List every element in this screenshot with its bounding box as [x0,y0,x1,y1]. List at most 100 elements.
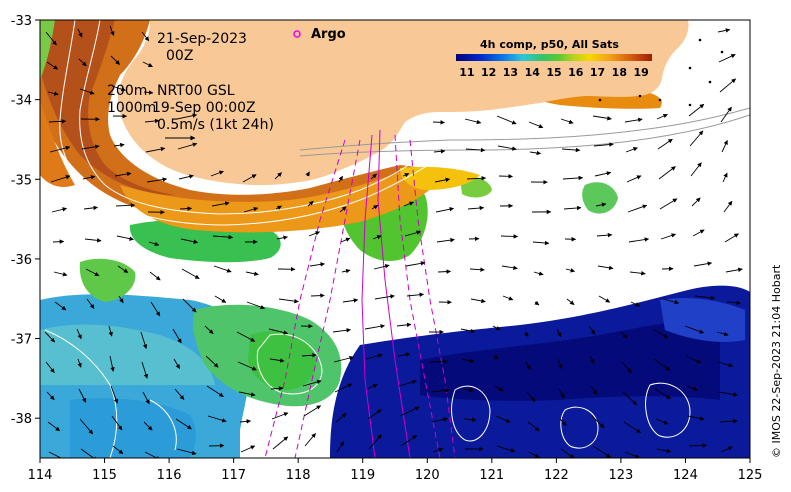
float-track-6 [409,139,456,458]
current-vector [694,295,716,301]
current-vector [182,298,197,313]
current-vector [305,171,310,177]
current-vector [240,445,256,453]
current-vector [141,361,149,379]
legend-tick-label: 16 [568,66,584,79]
current-vector [718,391,739,397]
current-vector [406,292,425,297]
current-vector [432,447,444,453]
current-vector [214,295,227,303]
lon-tick-label: 114 [28,468,53,483]
current-vector [527,421,540,432]
current-vector [717,361,734,368]
current-vector [716,331,729,337]
current-vector [429,359,449,364]
contour-eddy-2 [451,385,491,442]
current-vector [303,405,322,417]
contour-eddy-1 [256,333,323,395]
current-vector [342,298,359,303]
current-vector [144,118,160,124]
current-vector [368,434,382,450]
current-vector [276,235,288,240]
current-vector [212,234,234,240]
current-vector [562,175,584,181]
current-vector [78,58,87,67]
contour-sw [149,399,177,451]
current-vector [176,448,197,456]
depth-200-label: 200m [107,83,147,99]
current-vector [302,379,322,387]
current-vector [652,328,669,339]
current-vector [339,206,347,213]
current-vector [118,295,124,304]
current-vector [655,418,669,425]
current-vector [109,25,115,37]
current-vector [400,434,418,447]
current-vector [144,451,161,458]
current-vector [86,298,95,309]
current-vector [372,235,382,240]
current-vector [205,355,219,368]
current-vector [172,328,182,344]
current-vector [723,200,733,213]
current-vector [492,325,501,331]
current-vector [685,355,702,364]
current-vector [525,361,531,370]
current-vector [399,406,420,417]
current-vector [109,355,115,372]
current-vector [113,142,125,148]
lon-axis: 114 115 116 117 118 119 120 121 122 123 124 125 [28,458,762,483]
current-vector [656,113,668,120]
current-vector [79,418,94,435]
current-vector [628,237,650,243]
current-vector [565,268,576,273]
current-vector [46,391,55,401]
lon-tick-label: 118 [286,468,311,483]
current-vector [336,441,345,453]
current-vector [688,443,707,448]
current-vector [370,173,377,180]
current-vector [588,325,596,335]
current-vector [150,301,161,317]
current-vector [181,268,200,280]
current-vector [53,271,68,277]
current-vector [688,103,705,117]
current-vector [140,331,148,350]
current-vector [366,384,378,390]
scale-vector-label: 0.5m/s (1kt 24h) [157,117,274,133]
legend-ticks: 11 12 13 14 15 16 17 18 19 [459,66,649,79]
current-vector [82,175,96,180]
current-vector [725,267,743,273]
current-vector [620,331,628,339]
sst-region-warm-inner [40,20,175,195]
velocity-source-label: NRT00 GSL [157,83,235,99]
current-vector [84,238,102,243]
current-vector [559,418,567,426]
current-vector [717,28,731,33]
current-vector [50,174,71,183]
current-vector [560,448,575,458]
sst-region-green-patch1 [79,258,136,302]
depth-contours [44,20,750,458]
current-vector [594,171,612,177]
current-vector [54,301,67,311]
current-vector [590,385,598,395]
legend-tick-label: 13 [503,66,518,79]
current-vector [529,150,542,156]
current-vector [630,301,640,307]
current-vector [335,412,347,423]
current-vector [624,451,640,458]
lat-tick-label: -38 [11,412,32,427]
current-vector [718,54,736,63]
current-vector [405,261,426,267]
current-vector [310,293,325,298]
current-vector [495,415,511,423]
current-vector [563,205,582,211]
current-vector [83,205,98,211]
credit-label: © IMOS 22-Sep-2023 21:04 Hobart [770,264,783,458]
current-vector [494,385,504,392]
current-vector [592,115,612,121]
current-vector [142,391,150,405]
coastal-islands [598,38,724,107]
current-vector [660,233,677,240]
